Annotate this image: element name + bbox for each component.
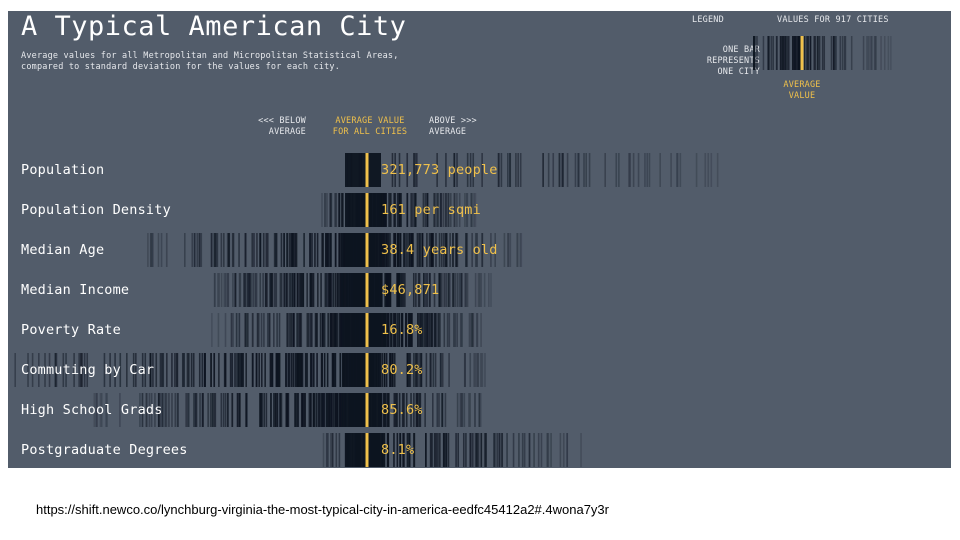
source-url: https://shift.newco.co/lynchburg-virgini… [36, 502, 609, 517]
row-label: Commuting by Car [21, 362, 155, 378]
row-average-value: 38.4 years old [381, 242, 498, 258]
row-average-value: 16.8% [381, 322, 423, 338]
row-average-value: 8.1% [381, 442, 415, 458]
subtitle-line-1: Average values for all Metropolitan and … [21, 51, 399, 61]
legend-heading: LEGEND [692, 15, 724, 25]
row-label: Population Density [21, 202, 171, 218]
subtitle-line-2: compared to standard deviation for the v… [21, 62, 341, 72]
header-above-average: ABOVE >>> AVERAGE [429, 116, 477, 137]
legend-values-heading: VALUES FOR 917 CITIES [777, 15, 889, 25]
legend-average-text: AVERAGE VALUE [783, 80, 821, 101]
city-bar-cluster [345, 273, 381, 307]
row-label: High School Grads [21, 402, 163, 418]
row-label: Median Age [21, 242, 105, 258]
city-bar-cluster [345, 193, 381, 227]
city-bar-cluster [345, 153, 381, 187]
legend-bar-text: ONE BAR REPRESENTS ONE CITY [706, 45, 760, 77]
chart-title: A Typical American City [21, 11, 407, 42]
row-label: Median Income [21, 282, 130, 298]
city-bar-cluster [345, 353, 381, 387]
header-below-average: <<< BELOW AVERAGE [258, 116, 306, 137]
header-average-value: AVERAGE VALUE FOR ALL CITIES [332, 116, 408, 137]
strip-marks [14, 36, 892, 467]
city-bar-cluster [345, 233, 381, 267]
row-average-value: 321,773 people [381, 162, 498, 178]
row-average-value: $46,871 [381, 282, 440, 298]
city-bar-cluster [345, 433, 381, 467]
city-bar-cluster [345, 393, 381, 427]
row-label: Population [21, 162, 105, 178]
chart-panel: A Typical American City Average values f… [8, 11, 951, 468]
row-average-value: 80.2% [381, 362, 423, 378]
row-label: Poverty Rate [21, 322, 121, 338]
row-label: Postgraduate Degrees [21, 442, 188, 458]
row-average-value: 85.6% [381, 402, 423, 418]
city-bar-cluster [345, 313, 381, 347]
row-average-value: 161 per sqmi [381, 202, 481, 218]
